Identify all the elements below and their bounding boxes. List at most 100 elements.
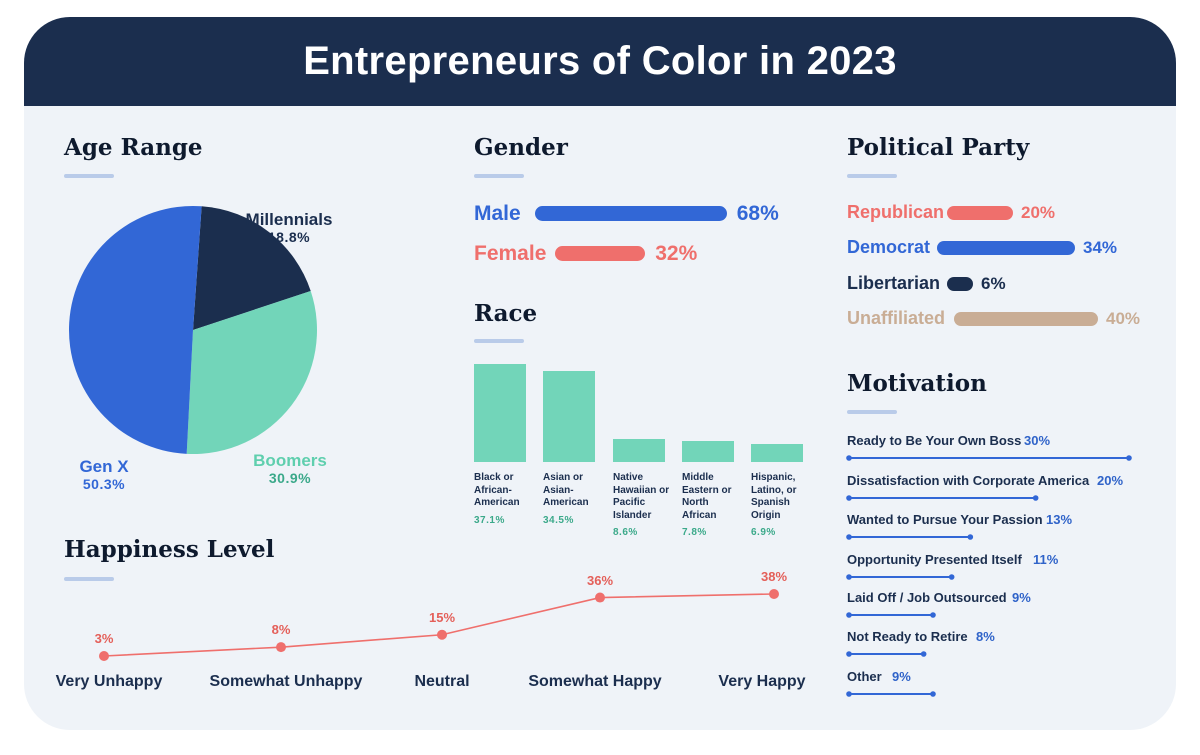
pie-value: 50.3% (82, 476, 126, 492)
race-category-label: Asian or Asian-American (543, 472, 589, 508)
race-bar-0 (474, 364, 526, 462)
race-value-label: 7.8% (682, 527, 707, 538)
motivation-bar-end (846, 534, 852, 540)
party-value-libertarian: 6% (981, 274, 1006, 293)
political-party-underline (847, 174, 897, 178)
happiness-value-label: 38% (760, 569, 788, 584)
party-value-democrat: 34% (1083, 238, 1118, 257)
party-label-republican: Republican (847, 202, 945, 222)
pie-label: Millennials (245, 210, 333, 229)
motivation-bar-end (967, 534, 974, 540)
happiness-value-label: 8% (271, 622, 291, 638)
motivation-value: 11% (1033, 552, 1059, 567)
motivation-label: Laid Off / Job Outsourced (847, 590, 1007, 605)
happiness-value-label: 3% (94, 631, 114, 646)
motivation-value: 13% (1046, 512, 1073, 527)
happiness-category-label: Very Happy (718, 673, 806, 690)
motivation-value: 9% (892, 669, 911, 684)
happiness-point (99, 651, 109, 661)
happiness-category-label: Very Unhappy (55, 673, 163, 690)
gender-label-female: Female (474, 242, 547, 265)
race-value-label: 6.9% (751, 527, 776, 538)
race-category-label: Middle Eastern or North African (682, 472, 732, 521)
motivation-value: 8% (976, 629, 995, 644)
race-bar-4 (751, 443, 803, 462)
age-range-underline (64, 174, 114, 178)
race-value-label: 37.1% (474, 514, 505, 526)
motivation-bar-end (846, 455, 852, 461)
pie-slice-millennials (193, 206, 311, 330)
race-category-label: Hispanic, Latino, or Spanish Origin (751, 472, 797, 521)
gender-bar-female (555, 246, 646, 261)
motivation-bar-end (930, 612, 936, 618)
motivation-bar-end (1032, 495, 1039, 501)
race-category-label: Black or African-American (474, 472, 520, 508)
gender-label-male: Male (474, 202, 521, 225)
pie-value: 30.9% (268, 470, 312, 486)
happiness-line (103, 593, 775, 657)
race-value-label: 8.6% (613, 527, 638, 538)
motivation-bar-end (920, 651, 927, 657)
motivation-label: Not Ready to Retire (847, 629, 968, 644)
motivation-label: Wanted to Pursue Your Passion (847, 512, 1043, 527)
infographic-card: Entrepreneurs of Color in 2023 Age Range… (24, 17, 1176, 730)
happiness-point (595, 592, 605, 603)
happiness-point (769, 589, 779, 599)
party-bar-libertarian (947, 277, 973, 291)
happiness-title: Happiness Level (64, 536, 275, 563)
motivation-bar-end (930, 691, 936, 697)
race-bar-2 (613, 439, 665, 462)
party-label-libertarian: Libertarian (847, 273, 941, 293)
motivation-label: Other (847, 669, 882, 684)
political-party-title: Political Party (847, 134, 1030, 161)
happiness-point (276, 642, 286, 653)
gender-value-male: 68% (736, 202, 779, 225)
motivation-bar-end (846, 651, 852, 657)
race-value-label: 34.5% (543, 514, 574, 526)
happiness-point (437, 629, 447, 640)
race-bar-1 (543, 370, 595, 462)
pie-label: Boomers (253, 451, 327, 470)
motivation-underline (847, 410, 897, 414)
race-category-label: Native Hawaiian or Pacific Islander (613, 472, 670, 521)
motivation-bar-end (1126, 455, 1132, 461)
party-bar-unaffiliated (954, 312, 1098, 326)
motivation-bar-end (846, 691, 852, 697)
page-title: Entrepreneurs of Color in 2023 (24, 17, 1176, 106)
happiness-value-label: 15% (428, 609, 456, 625)
motivation-label: Ready to Be Your Own Boss (847, 433, 1022, 448)
race-underline (474, 339, 524, 343)
party-value-unaffiliated: 40% (1106, 309, 1141, 328)
party-bar-democrat (937, 241, 1075, 255)
gender-bar-male (535, 206, 727, 221)
motivation-bar-end (948, 574, 955, 580)
motivation-bar-end (846, 612, 852, 618)
happiness-category-label: Somewhat Happy (528, 673, 662, 690)
motivation-value: 30% (1024, 433, 1051, 448)
gender-title: Gender (474, 134, 568, 161)
pie-slice-boomers (186, 291, 317, 454)
motivation-label: Dissatisfaction with Corporate America (847, 473, 1090, 488)
age-pie-chart (68, 205, 317, 454)
age-range-title: Age Range (64, 134, 203, 161)
pie-slice-gen-x (68, 205, 202, 454)
motivation-value: 9% (1012, 590, 1031, 605)
happiness-underline (64, 577, 114, 581)
gender-value-female: 32% (655, 242, 698, 265)
party-label-democrat: Democrat (847, 237, 931, 257)
race-bar-3 (682, 441, 734, 462)
pie-label: Gen X (79, 457, 129, 476)
motivation-bar-end (846, 495, 852, 501)
motivation-label: Opportunity Presented Itself (847, 552, 1022, 567)
race-title: Race (474, 300, 538, 327)
motivation-value: 20% (1097, 473, 1124, 488)
party-label-unaffiliated: Unaffiliated (847, 308, 946, 328)
motivation-bar-end (846, 574, 852, 580)
happiness-line-chart (99, 455, 1132, 697)
party-value-republican: 20% (1021, 203, 1056, 222)
gender-underline (474, 174, 524, 178)
pie-value: 18.8% (267, 229, 311, 245)
happiness-value-label: 36% (586, 572, 614, 588)
happiness-category-label: Somewhat Unhappy (209, 673, 363, 690)
happiness-category-label: Neutral (414, 673, 470, 690)
